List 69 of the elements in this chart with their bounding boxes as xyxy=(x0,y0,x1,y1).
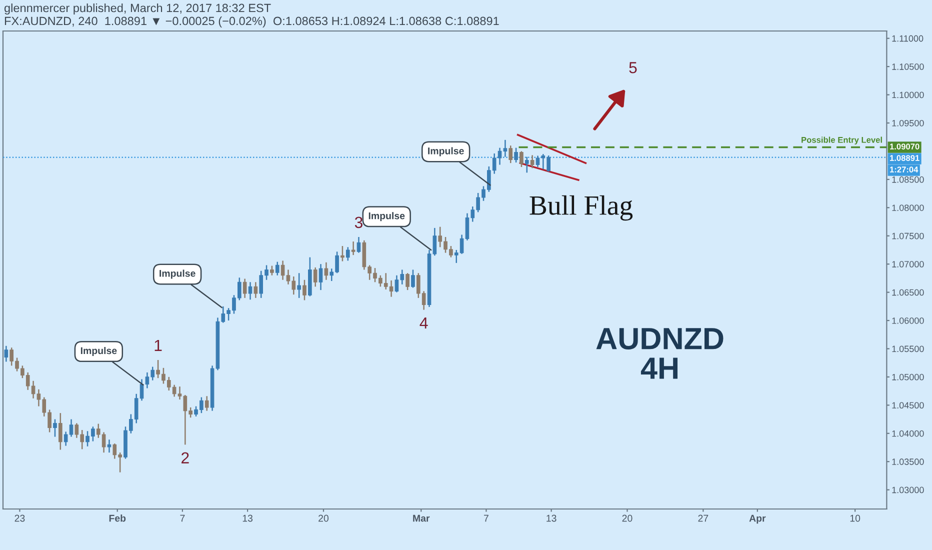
chart-subtitle: FX:AUDNZD, 240 1.08891 ▼ −0.00025 (−0.02%) O:1.08653 H:1.08924 L:1.08638 C:1.08891 xyxy=(4,16,499,28)
candlestick xyxy=(508,144,513,164)
x-tick-label: 10 xyxy=(850,514,860,522)
x-tick-label: 13 xyxy=(546,514,556,522)
y-tick-label: 1.04500 xyxy=(892,402,924,409)
y-tick-label: 1.08891 xyxy=(890,155,920,161)
legend-label: 1:27:04 xyxy=(890,166,918,172)
candlestick xyxy=(324,262,328,280)
x-tick-label: 7 xyxy=(180,514,185,522)
y-tick-label: 1.08500 xyxy=(892,176,924,183)
y-tick-label: 1.07000 xyxy=(892,261,924,268)
candlestick xyxy=(242,278,247,299)
x-tick-label: 20 xyxy=(622,514,632,522)
y-tick-label: 1.06000 xyxy=(892,317,924,324)
candlestick xyxy=(4,345,8,362)
x-tick-label: 20 xyxy=(318,514,329,522)
y-tick-label: 1.10500 xyxy=(892,64,924,70)
annotation: 1 xyxy=(154,340,162,351)
candlestick xyxy=(313,266,318,288)
annotation: 3 xyxy=(354,216,362,228)
candlestick xyxy=(297,272,301,299)
y-tick-label: 1.11000 xyxy=(892,35,924,42)
annotation: 4 xyxy=(420,318,428,328)
annotation: 5 xyxy=(629,62,637,74)
annotation: 2 xyxy=(182,452,189,464)
candlestick xyxy=(275,261,280,276)
y-tick-label: 1.05000 xyxy=(892,374,924,380)
y-tick-label: 1.09500 xyxy=(892,120,924,126)
y-tick-label: 1.09070 xyxy=(890,144,920,150)
chart-title: glennmercer published, March 12, 2017 18:32 EST xyxy=(4,4,271,14)
candlestick xyxy=(411,269,415,288)
annotation: Impulse xyxy=(160,270,196,279)
candlestick xyxy=(514,147,518,164)
x-tick-label: 27 xyxy=(698,514,708,522)
y-tick-label: 1.07500 xyxy=(892,232,924,240)
candlestick xyxy=(204,396,209,412)
y-tick-label: 1.03500 xyxy=(892,458,924,465)
candlestick xyxy=(524,156,529,174)
annotation: Impulse xyxy=(368,212,405,222)
x-tick-label: 7 xyxy=(484,514,488,522)
y-tick-label: 1.03000 xyxy=(892,486,924,494)
x-tick-label: Feb xyxy=(109,514,126,522)
series-label: Possible Entry Level xyxy=(802,136,882,144)
candlestick xyxy=(351,240,356,256)
annotation: Impulse xyxy=(428,147,464,156)
x-tick-label: Apr xyxy=(749,514,766,524)
candlestick xyxy=(53,418,57,438)
candlestick xyxy=(302,279,306,301)
candlestick xyxy=(530,154,534,169)
candlestick xyxy=(318,263,323,291)
annotation: Impulse xyxy=(80,346,117,356)
candlestick xyxy=(254,282,258,299)
x-tick-label: Mar xyxy=(413,514,430,522)
annotation: Bull Flag xyxy=(530,195,633,221)
candlestick xyxy=(270,265,274,276)
x-tick-label: 23 xyxy=(14,514,25,522)
candlestick xyxy=(58,412,62,450)
annotation: AUDNZD 4H xyxy=(596,328,724,379)
candlestick xyxy=(340,245,344,262)
candlestick xyxy=(406,272,410,291)
y-tick-label: 1.08000 xyxy=(892,204,924,211)
candlestick xyxy=(356,236,361,254)
y-tick-label: 1.10000 xyxy=(892,92,924,98)
y-tick-label: 1.04000 xyxy=(892,430,924,437)
x-tick-label: 13 xyxy=(242,514,253,522)
y-tick-label: 1.06500 xyxy=(892,289,924,296)
candlestick xyxy=(520,150,524,168)
y-tick-label: 1.05500 xyxy=(892,346,924,352)
candlestick xyxy=(346,246,350,262)
